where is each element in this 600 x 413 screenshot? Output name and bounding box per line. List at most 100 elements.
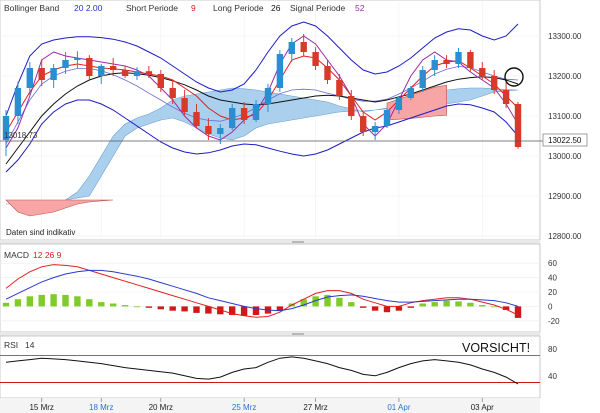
macd-histogram-bar [371,306,379,311]
macd-tick-label: -20 [548,317,560,326]
macd-histogram-bar [86,299,93,307]
macd-histogram-bar [455,301,462,307]
macd-histogram-bar [145,306,153,308]
candle-body [300,42,307,52]
last-price-label: 13022.50 [548,136,582,145]
date-tick-label: 27 Mrz [303,403,327,412]
macd-tick-label: 20 [548,288,557,297]
highlight-circle [504,67,524,87]
candle-body [502,90,510,104]
candle-body [407,88,414,98]
price-tick-label: 13200.00 [548,72,582,81]
macd-histogram-bar [324,294,331,307]
macd-histogram-bar [62,294,69,307]
macd-histogram-bar [383,306,391,313]
macd-histogram-bar [252,306,260,315]
bollinger-params: 20 2.00 [74,3,103,13]
macd-histogram-bar [121,305,129,307]
rsi-tick-label: 80 [548,345,557,354]
candle-body [383,110,391,126]
candle-body [205,126,212,134]
candle-body [443,60,450,64]
macd-histogram-bar [193,306,200,313]
price-tick-label: 12900.00 [548,192,582,201]
candle-body [50,68,57,80]
panel-splitter-1[interactable] [0,240,540,244]
macd-grid [0,262,540,322]
candle-body [98,66,105,76]
candle-body [479,68,486,76]
candle-body [110,66,117,70]
candle-body [455,52,462,64]
candle-body [371,126,379,132]
macd-tick-label: 0 [548,302,553,311]
macd-histogram-bar [491,306,498,308]
macd-line [5,264,519,318]
candle-body [86,58,93,76]
price-tick-label: 13100.00 [548,112,582,121]
long-period-label: Long Periode [213,3,264,13]
candle-body [431,60,438,70]
candle-body [217,128,224,134]
candle-body [240,108,248,120]
macd-panel-frame [0,243,541,333]
macd-histogram-bar [348,302,355,307]
long-period-value: 26 [271,3,281,13]
date-tick-label: 01 Apr [387,403,410,412]
low-marker-label: 13018.73 [4,131,38,140]
rsi-panel: 80 40 RSI 14 VORSICHT! [0,335,557,399]
signal-period-label: Signal Periode [290,3,346,13]
last-price-box [542,133,588,147]
candle-body [324,66,331,80]
candle-body [74,58,81,60]
candle-body [14,88,22,116]
date-tick-label: 25 Mrz [232,403,256,412]
x-axis-band [0,398,540,413]
rsi-lines [0,355,540,385]
macd-params: 12 26 9 [33,250,62,260]
macd-histogram-bar [407,306,414,308]
candle-body [252,104,260,120]
panel-splitter-2[interactable] [0,332,540,336]
candle-body [395,98,403,110]
bollinger-upper-line [5,21,519,117]
candle-body [145,71,153,74]
macd-histogram-bar [181,306,188,312]
candle-body [467,52,474,68]
price-y-axis: 13300.00 13200.00 13100.00 13000.00 12900.00… [548,32,582,241]
macd-histogram-bar [443,300,450,307]
rsi-warning-annotation: VORSICHT! [462,341,530,355]
macd-histogram-bar [419,303,426,307]
macd-histogram-bar [157,306,164,310]
macd-histogram-bar [395,306,403,311]
macd-tick-label: 40 [548,274,557,283]
candle-body [38,68,45,80]
candle-body [312,52,319,66]
macd-histogram-bar [110,303,117,307]
price-tick-label: 13000.00 [548,152,582,161]
macd-histogram-bar [2,302,10,307]
price-tick-label: 13300.00 [548,32,582,41]
cloud-positive-area [6,87,519,205]
bollinger-label: Bollinger Band [4,3,60,13]
candle-body [62,60,69,68]
macd-histogram-bar [240,306,248,316]
macd-y-axis: 60 40 20 0 -20 [548,259,560,326]
candle-body [288,42,295,54]
candlestick-series [2,34,522,156]
candle-body [348,96,355,116]
macd-tick-label: 60 [548,259,557,268]
price-tick-label: 12800.00 [548,232,582,241]
bollinger-lower-line [5,99,519,173]
rsi-panel-frame [0,335,541,399]
candle-body [276,54,284,88]
macd-histogram-bar [229,306,236,315]
candle-body [157,74,164,88]
macd-histogram-bar [14,299,22,307]
candle-body [193,112,200,126]
rsi-label: RSI [4,340,18,350]
macd-histogram-bar [98,302,105,307]
cloud-negative-area [5,199,114,217]
macd-histogram-bar [467,302,474,307]
